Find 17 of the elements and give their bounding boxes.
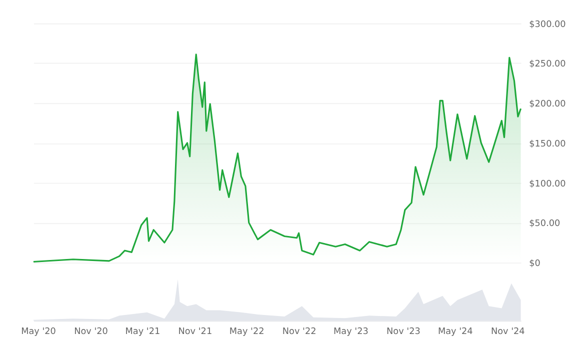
y-tick-label: $150.00 <box>529 139 566 150</box>
x-tick-label: May '22 <box>229 326 264 337</box>
y-tick-label: $250.00 <box>529 60 566 70</box>
y-tick-label: $100.00 <box>529 179 566 190</box>
x-tick-label: Nov '22 <box>282 326 316 337</box>
y-tick-label: $50.00 <box>529 219 561 230</box>
y-tick-label: $0 <box>529 259 541 270</box>
x-tick-label: May '24 <box>438 326 474 337</box>
x-tick-label: May '21 <box>125 326 160 337</box>
x-tick-label: Nov '23 <box>386 326 420 337</box>
x-tick-label: Nov '21 <box>178 326 212 337</box>
y-tick-label: $300.00 <box>529 20 566 30</box>
x-tick-label: May '23 <box>334 326 368 337</box>
x-tick-label: May '20 <box>21 326 56 337</box>
x-tick-label: Nov '24 <box>490 326 526 337</box>
y-tick-label: $200.00 <box>529 100 566 110</box>
x-tick-label: Nov '20 <box>74 326 108 337</box>
